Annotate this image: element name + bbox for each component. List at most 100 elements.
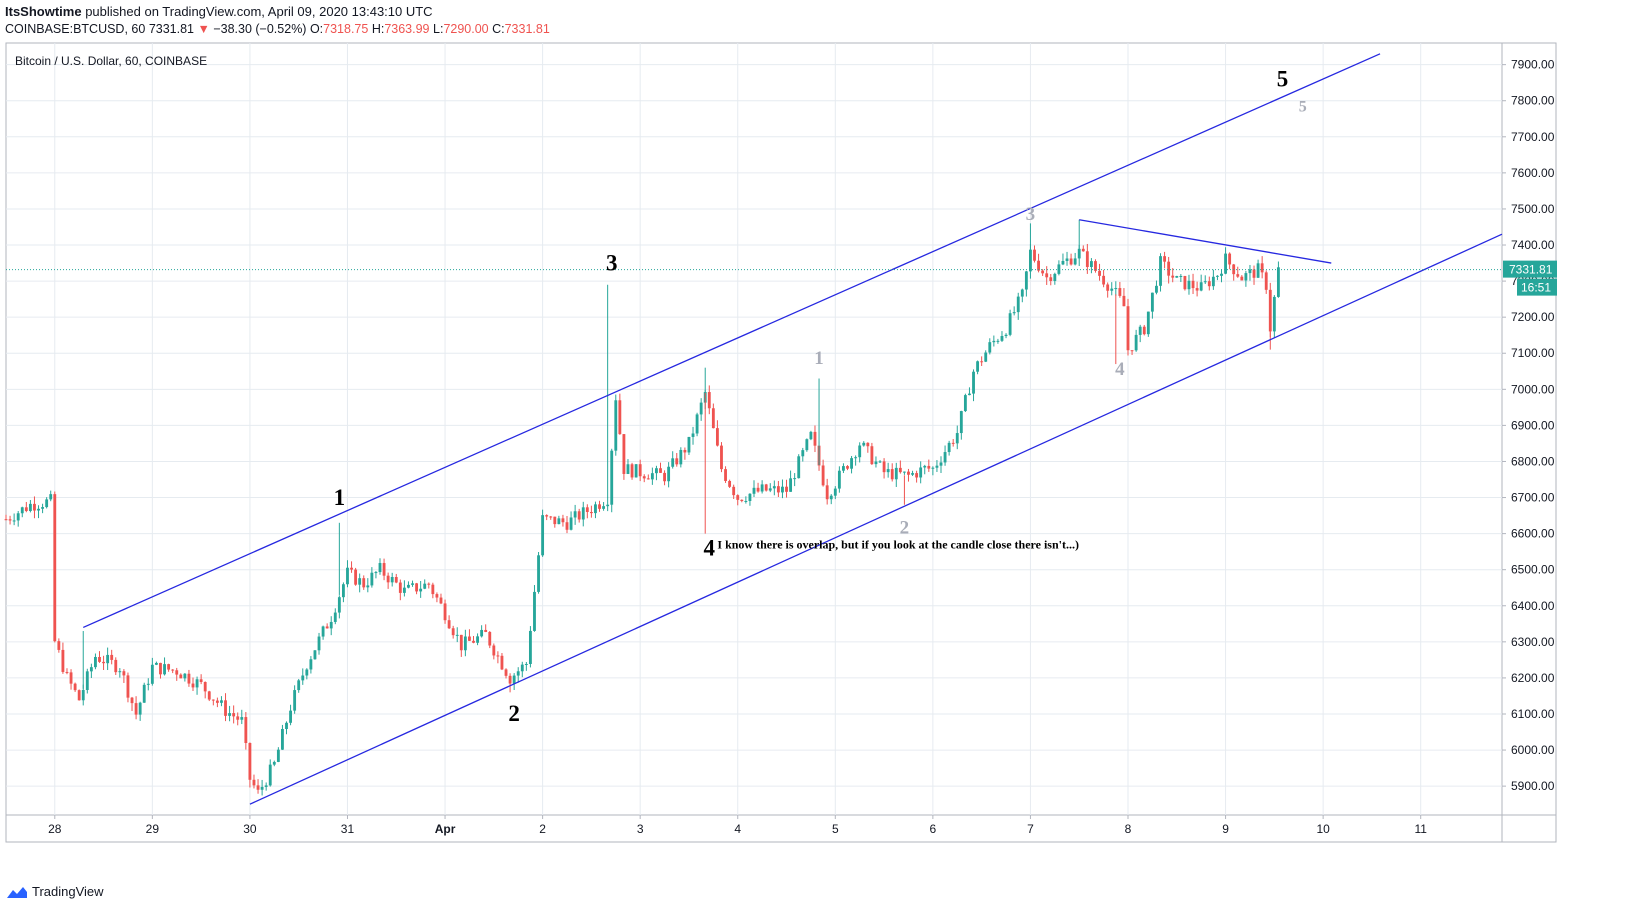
- candle-body: [801, 450, 805, 457]
- candle-body: [1228, 253, 1232, 265]
- candle-body: [41, 507, 45, 509]
- open-label: O:: [309, 22, 324, 36]
- time-axis[interactable]: 28 29 30 31 Apr 2 3 4 5 6 7 8 9 10 11: [48, 815, 1427, 836]
- candle-body: [1207, 281, 1211, 287]
- last-price-tag: [1503, 260, 1557, 278]
- candle-body: [1138, 326, 1142, 335]
- candle-body: [329, 621, 333, 629]
- candle-body: [341, 584, 345, 598]
- candle-body: [33, 503, 36, 511]
- price-tick-label: 7200.00: [1511, 310, 1555, 324]
- candle-body: [866, 442, 870, 447]
- channel-lower-line[interactable]: [249, 233, 1503, 805]
- candle-body: [1106, 284, 1110, 291]
- candle-body: [919, 467, 923, 478]
- candle-body: [646, 478, 650, 480]
- candle-body: [8, 519, 12, 521]
- candle-body: [346, 567, 349, 585]
- candle-body: [276, 749, 280, 762]
- candle-body: [606, 504, 610, 507]
- candle-body: [715, 428, 719, 446]
- candle-body: [394, 577, 398, 583]
- candle-body: [154, 662, 158, 665]
- candle-body: [439, 597, 443, 604]
- time-tick-label: 2: [539, 822, 546, 836]
- triangle-top-line[interactable]: [1079, 219, 1332, 264]
- candle-body: [110, 654, 114, 660]
- wave-label: 2: [900, 518, 910, 539]
- time-tick-label: 9: [1222, 822, 1229, 836]
- candle-body: [785, 486, 788, 492]
- candle-body: [1126, 306, 1130, 351]
- candle-body: [77, 690, 81, 701]
- candle-body: [215, 700, 219, 703]
- candle-body: [1272, 296, 1276, 332]
- time-tick-label: Apr: [435, 822, 456, 836]
- price-axis[interactable]: 7900.00 7800.00 7700.00 7600.00 7500.00 7400.…: [1502, 58, 1557, 793]
- candle-body: [57, 641, 61, 650]
- price-tick-label: 6900.00: [1511, 418, 1555, 432]
- candle-body: [496, 655, 500, 657]
- candle-body: [256, 785, 260, 790]
- candle-body: [955, 433, 959, 444]
- candle-body: [695, 414, 699, 434]
- candle-body: [1069, 258, 1073, 265]
- candle-body: [264, 785, 268, 787]
- time-tick-label: 4: [734, 822, 741, 836]
- candle-body: [171, 669, 175, 671]
- candle-body: [512, 675, 516, 684]
- candle-body: [244, 717, 248, 743]
- time-tick-label: 5: [832, 822, 839, 836]
- price-tick-label: 7100.00: [1511, 346, 1555, 360]
- candle-body: [211, 699, 215, 701]
- candle-body: [1179, 275, 1183, 277]
- candle-body: [894, 467, 898, 480]
- candle-body: [789, 478, 793, 492]
- candle-body: [707, 392, 711, 409]
- candle-body: [650, 473, 654, 480]
- candle-body: [781, 486, 784, 493]
- low-label: L:: [433, 22, 444, 36]
- candle-body: [45, 499, 49, 508]
- candle-body: [1041, 270, 1045, 274]
- author-name[interactable]: ItsShowtime: [5, 4, 82, 19]
- wave-label: 5: [1299, 99, 1307, 116]
- candle-body: [122, 671, 126, 676]
- candle-body: [1081, 248, 1085, 252]
- candle-body: [1191, 280, 1195, 289]
- candle-body: [711, 408, 715, 429]
- candle-body: [427, 583, 431, 585]
- candle-body: [94, 656, 97, 668]
- chart-title: Bitcoin / U.S. Dollar, 60, COINBASE: [15, 54, 207, 68]
- time-tick-label: 31: [341, 822, 355, 836]
- candle-body: [736, 495, 740, 500]
- candle-body: [1203, 281, 1207, 283]
- candle-body: [285, 722, 288, 730]
- candle-body: [1183, 275, 1187, 290]
- candle-body: [516, 671, 520, 676]
- candle-body: [81, 690, 85, 701]
- high-value: 7363.99: [384, 22, 430, 36]
- candle-body: [146, 683, 150, 685]
- candle-body: [480, 629, 484, 637]
- candle-body: [561, 518, 565, 523]
- low-value: 7290.00: [443, 22, 489, 36]
- candle-body: [301, 675, 305, 681]
- footer-brand[interactable]: TradingView: [6, 884, 104, 899]
- channel-upper-line[interactable]: [82, 53, 1381, 629]
- candle-body: [1260, 263, 1264, 273]
- brand-name: TradingView: [32, 884, 104, 899]
- candle-body: [333, 612, 337, 622]
- candle-body: [191, 683, 195, 688]
- price-tick-label: 6000.00: [1511, 743, 1555, 757]
- candle-body: [797, 456, 801, 479]
- time-tick-label: 7: [1027, 822, 1034, 836]
- candles-layer: [4, 219, 1280, 796]
- price-tick-label: 6500.00: [1511, 563, 1555, 577]
- candle-body: [402, 587, 406, 593]
- tradingview-logo-icon: [7, 886, 27, 898]
- candle-body: [106, 654, 110, 664]
- candle-body: [89, 667, 93, 672]
- candle-body: [228, 713, 232, 716]
